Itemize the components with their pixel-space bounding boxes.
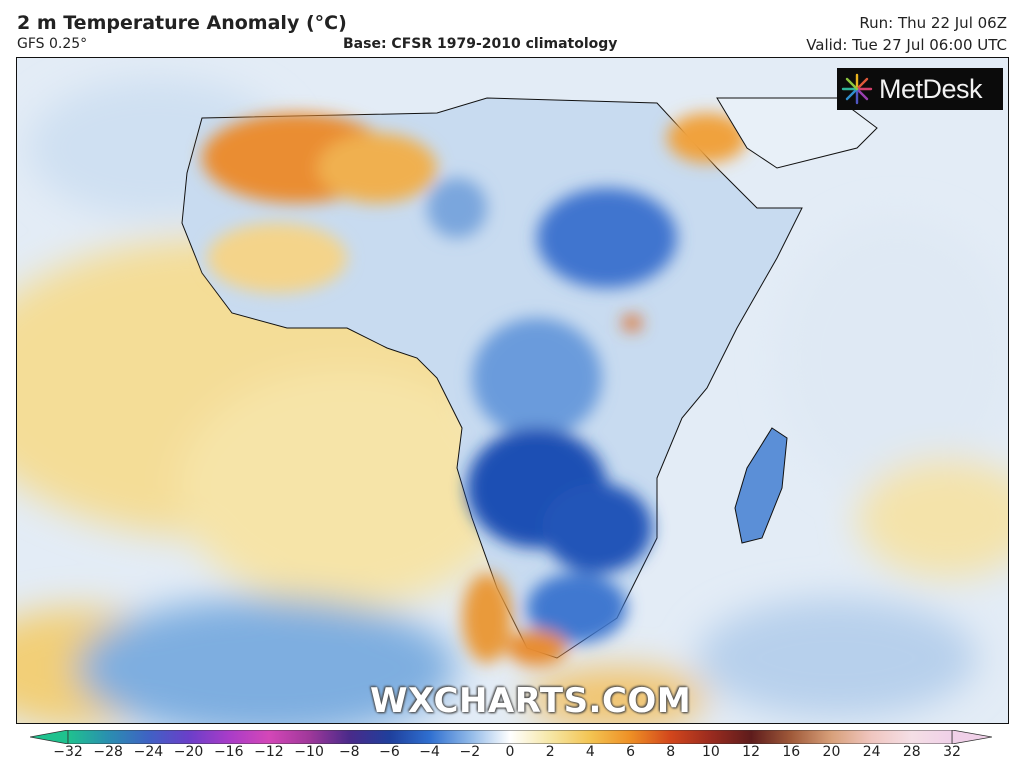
colorbar-tick-label: 28	[902, 744, 921, 760]
colorbar-tick-label: 4	[585, 744, 595, 760]
colorbar-tick-label: −20	[173, 744, 204, 760]
colorbar-ticks: −32 −28 −24 −20 −16 −12 −10 −8 −6 −4 −2 0 2 4 6 8 10 12 16…	[0, 744, 1024, 770]
colorbar-tick-label: 32	[943, 744, 961, 760]
colorbar-tick-label: 8	[666, 744, 676, 760]
colorbar-tick-label: 12	[742, 744, 760, 760]
metdesk-logo: MetDesk	[837, 68, 1003, 110]
colorbar-tick-label: −12	[254, 744, 284, 760]
colorbar-tick-label: 20	[822, 744, 841, 760]
colorbar-tick-label: −32	[53, 744, 83, 760]
anomaly-map	[16, 57, 1009, 724]
colorbar-tick-label: 10	[701, 744, 720, 760]
model-label: GFS 0.25°	[17, 36, 88, 52]
metdesk-burst-logo-icon	[841, 73, 873, 105]
colorbar-tick-label: −16	[213, 744, 244, 760]
colorbar-tick-label: 6	[626, 744, 635, 760]
madagascar-landmass	[734, 427, 788, 544]
colorbar-tick-label: 16	[782, 744, 801, 760]
colorbar-tick-label: 0	[505, 744, 515, 760]
colorbar-tick-label: −4	[419, 744, 440, 760]
logo-text: MetDesk	[879, 73, 983, 104]
colorbar-tick-label: −10	[294, 744, 324, 760]
climatology-base-label: Base: CFSR 1979-2010 climatology	[343, 36, 618, 52]
valid-time-label: Valid: Tue 27 Jul 06:00 UTC	[806, 36, 1007, 54]
colorbar-tick-label: −8	[338, 744, 360, 760]
colorbar-tick-label: −28	[93, 744, 123, 760]
colorbar-gradient	[67, 730, 953, 744]
colorbar-max-arrow	[951, 730, 992, 744]
colorbar-min-arrow	[30, 730, 69, 744]
chart-title: 2 m Temperature Anomaly (°C)	[17, 12, 347, 34]
colorbar	[30, 730, 992, 744]
run-time-label: Run: Thu 22 Jul 06Z	[859, 14, 1007, 32]
colorbar-tick-label: −24	[133, 744, 164, 760]
watermark: WXCHARTS.COM	[370, 681, 692, 721]
colorbar-tick-label: −2	[459, 744, 481, 760]
colorbar-tick-label: 24	[862, 744, 881, 760]
colorbar-tick-label: −6	[379, 744, 400, 760]
colorbar-tick-label: 2	[545, 744, 555, 760]
